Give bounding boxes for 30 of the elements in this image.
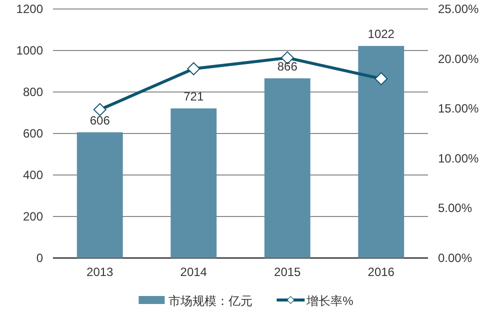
- x-tick-label: 2014: [180, 265, 208, 279]
- point: [374, 72, 388, 86]
- y2-tick-label: 25.00%: [438, 2, 480, 16]
- data-label: 606: [90, 113, 110, 128]
- bar: [76, 132, 123, 258]
- legend-label: 市场规模：亿元: [168, 294, 253, 308]
- y-tick-label: 1200: [16, 2, 44, 16]
- y-tick-label: 600: [22, 126, 44, 140]
- data-label: 866: [277, 59, 298, 74]
- x-tick-label: 2013: [86, 265, 114, 279]
- y-tick-label: 400: [22, 168, 44, 182]
- y-tick-label: 0: [36, 251, 44, 265]
- y-tick-label: 800: [22, 85, 44, 99]
- point: [93, 103, 106, 116]
- data-label: 1022: [368, 26, 395, 41]
- y2-tick-label: 5.00%: [438, 201, 472, 216]
- y2-tick-label: 20.00%: [438, 52, 480, 66]
- y-tick-label: 200: [22, 210, 44, 224]
- point: [187, 62, 200, 76]
- y2-tick-label: 0.00%: [438, 251, 472, 265]
- y2-tick-label: 15.00%: [438, 102, 480, 116]
- bar: [358, 46, 404, 258]
- x-tick-label: 2016: [368, 265, 395, 279]
- x-tick-label: 2015: [274, 265, 302, 279]
- legend-label: 增长率%: [306, 294, 354, 308]
- bar: [170, 108, 217, 258]
- y-tick-label: 1000: [16, 44, 44, 58]
- data-label: 721: [184, 89, 204, 104]
- y2-tick-label: 10.00%: [438, 151, 480, 166]
- bar: [264, 78, 310, 258]
